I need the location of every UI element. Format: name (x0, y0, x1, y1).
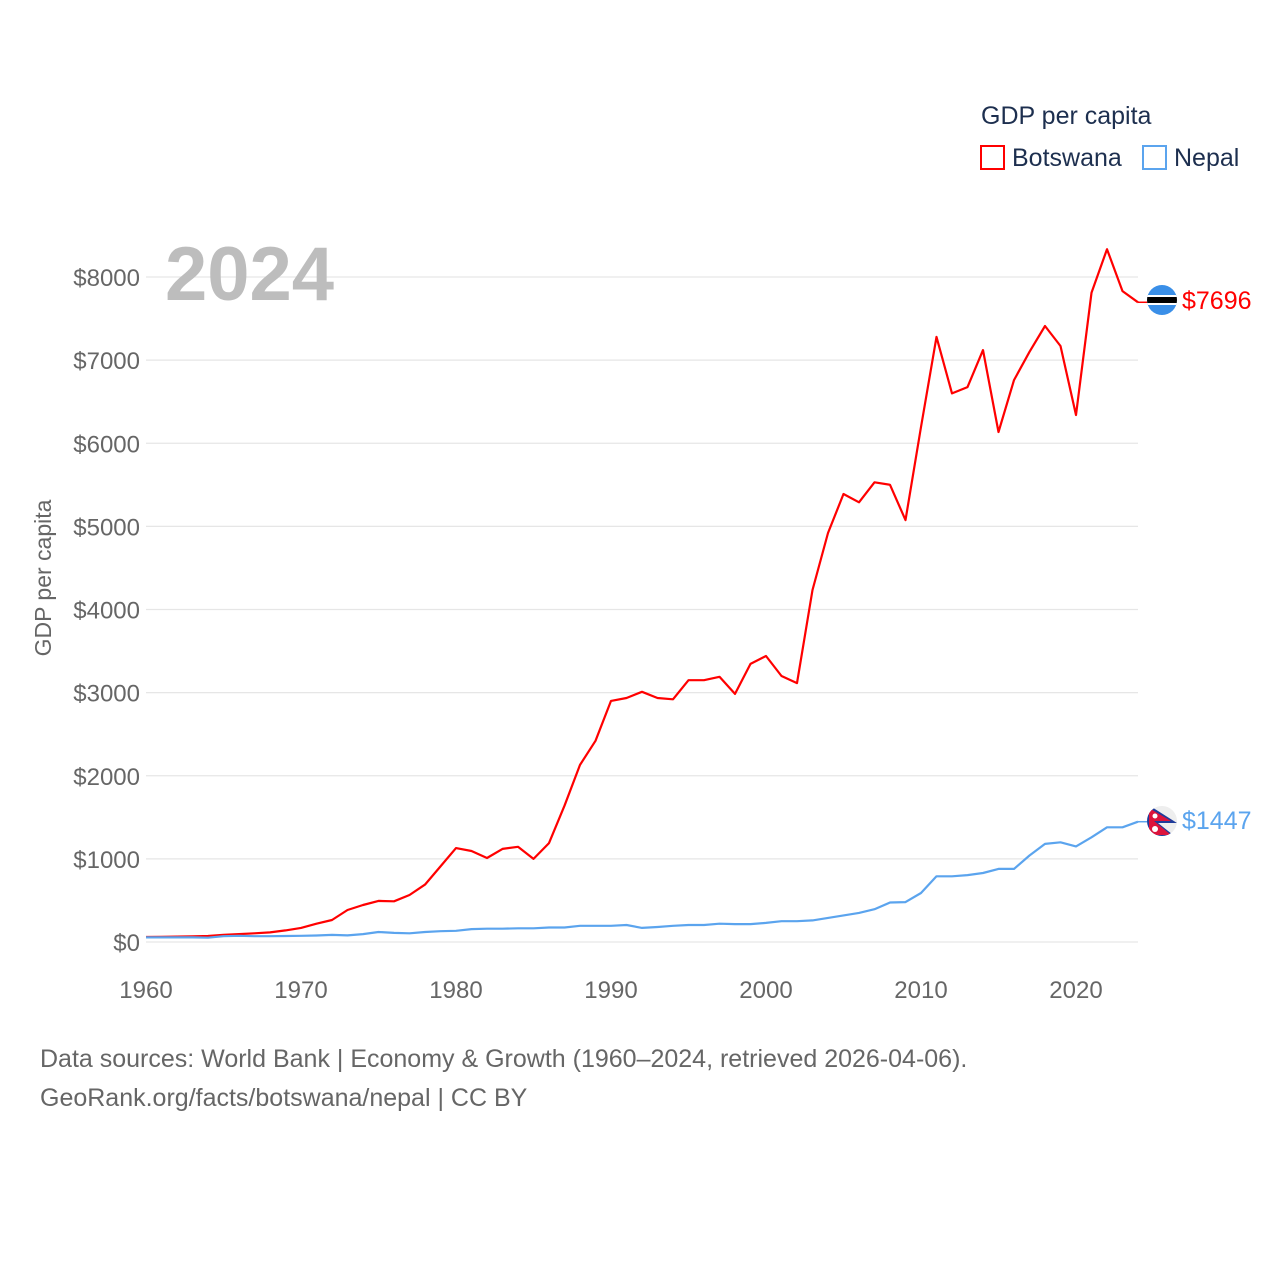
gridlines (146, 276, 1138, 943)
x-tick-label: 1980 (429, 977, 482, 1004)
y-tick-label: $7000 (73, 348, 140, 375)
nepal-flag-icon (1147, 806, 1177, 836)
botswana-end-value: $7696 (1182, 287, 1252, 315)
nepal-end-value: $1447 (1182, 807, 1252, 835)
y-tick-label: $8000 (73, 265, 140, 292)
y-axis-label: GDP per capita (30, 499, 56, 656)
legend-swatch-botswana (980, 145, 1005, 170)
x-tick-label: 2010 (894, 977, 947, 1004)
footer-link[interactable]: GeoRank.org/facts/botswana/nepal | CC BY (40, 1084, 528, 1112)
y-tick-label: $4000 (73, 598, 140, 625)
legend-label-nepal[interactable]: Nepal (1174, 144, 1239, 172)
x-tick-label: 1960 (119, 977, 172, 1004)
y-tick-label: $3000 (73, 681, 140, 708)
y-tick-label: $5000 (73, 514, 140, 541)
end-markers (1147, 285, 1177, 836)
footer-sources: Data sources: World Bank | Economy & Gro… (40, 1045, 968, 1073)
botswana-flag-icon (1147, 285, 1177, 315)
x-axis-ticks: 1960 1970 1980 1990 2000 2010 2020 (119, 977, 1102, 1004)
year-label: 2024 (165, 232, 334, 317)
x-tick-label: 1990 (584, 977, 637, 1004)
legend-swatch-nepal (1142, 145, 1167, 170)
y-tick-label: $6000 (73, 431, 140, 458)
y-tick-label: $0 (113, 930, 140, 957)
y-tick-label: $1000 (73, 847, 140, 874)
legend: GDP per capita Botswana Nepal (980, 102, 1239, 172)
x-tick-label: 2000 (739, 977, 792, 1004)
x-tick-label: 2020 (1049, 977, 1102, 1004)
legend-label-botswana[interactable]: Botswana (1012, 144, 1122, 172)
legend-title: GDP per capita (981, 102, 1152, 130)
series-line-botswana (145, 248, 1139, 939)
series-line-nepal (146, 820, 1139, 939)
y-axis-ticks: $0 $1000 $2000 $3000 $4000 $5000 $6000 $7000 $80… (73, 265, 140, 957)
y-tick-label: $2000 (73, 764, 140, 791)
x-tick-label: 1970 (274, 977, 327, 1004)
series-lines (145, 248, 1148, 939)
